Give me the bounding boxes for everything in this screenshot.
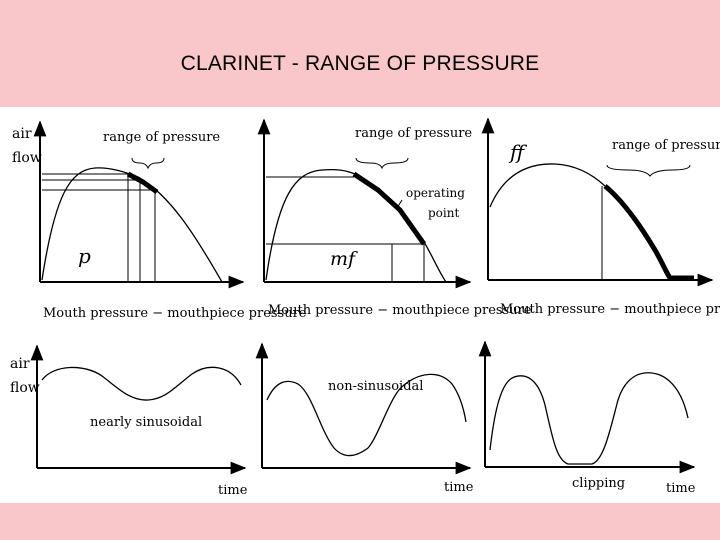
- operating-point-pointer: [396, 199, 403, 209]
- panel-piano: air flow range of pressure p Mouth press…: [12, 120, 307, 321]
- range-segment: [352, 171, 427, 246]
- x-axis-label: Mouth pressure − mouthpiece pressure: [43, 306, 307, 321]
- operating-gridlines: [42, 173, 156, 282]
- dynamic-mf: mf: [330, 248, 358, 270]
- time-label: time: [218, 483, 248, 498]
- waveform: [41, 366, 242, 401]
- range-segment: [126, 171, 159, 195]
- x-axis-label: Mouth pressure − mouthpiece pressure: [500, 302, 720, 317]
- range-brace: [606, 164, 691, 177]
- air-label: air: [12, 126, 32, 142]
- range-brace: [355, 157, 409, 170]
- time-label: time: [444, 480, 474, 495]
- range-of-pressure-label: range of pressure: [103, 130, 220, 145]
- operating-label: operating: [406, 186, 465, 200]
- waveform: [489, 372, 689, 465]
- panel-nearly-sinusoidal: air flow nearly sinusoidal time: [10, 344, 248, 498]
- diagram-panel: air flow range of pressure p Mouth press…: [0, 107, 720, 503]
- panel-mezzoforte: range of pressure operating point mf Mou…: [257, 118, 532, 318]
- time-label: time: [666, 481, 696, 496]
- point-label: point: [428, 206, 459, 220]
- slide-title: CLARINET - RANGE OF PRESSURE: [180, 52, 540, 75]
- dynamic-p: p: [78, 244, 91, 268]
- air-label: air: [10, 356, 30, 372]
- panel-fortissimo: range of pressure ff Mouth pressure − mo…: [481, 117, 720, 317]
- airflow-curve: [489, 163, 606, 208]
- flow-label: flow: [10, 380, 40, 396]
- range-of-pressure-label: range of pressure: [355, 126, 472, 141]
- x-axis-label: Mouth pressure − mouthpiece pressure: [268, 303, 532, 318]
- clipping-label: clipping: [572, 476, 625, 491]
- flow-label: flow: [12, 150, 42, 166]
- waveform: [266, 373, 467, 457]
- airflow-curve: [41, 167, 223, 283]
- range-of-pressure-label: range of pressure: [612, 138, 720, 153]
- panel-non-sinusoidal: non-sinusoidal time: [255, 342, 474, 495]
- operating-gridlines: [266, 176, 425, 282]
- clarinet-pressure-diagram: air flow range of pressure p Mouth press…: [10, 117, 720, 498]
- range-segment: [603, 184, 694, 281]
- non-sinusoidal-label: non-sinusoidal: [328, 379, 423, 394]
- nearly-sinusoidal-label: nearly sinusoidal: [90, 415, 202, 430]
- panel-clipping: clipping time: [478, 340, 696, 496]
- dynamic-ff: ff: [508, 140, 528, 164]
- range-brace: [131, 157, 165, 170]
